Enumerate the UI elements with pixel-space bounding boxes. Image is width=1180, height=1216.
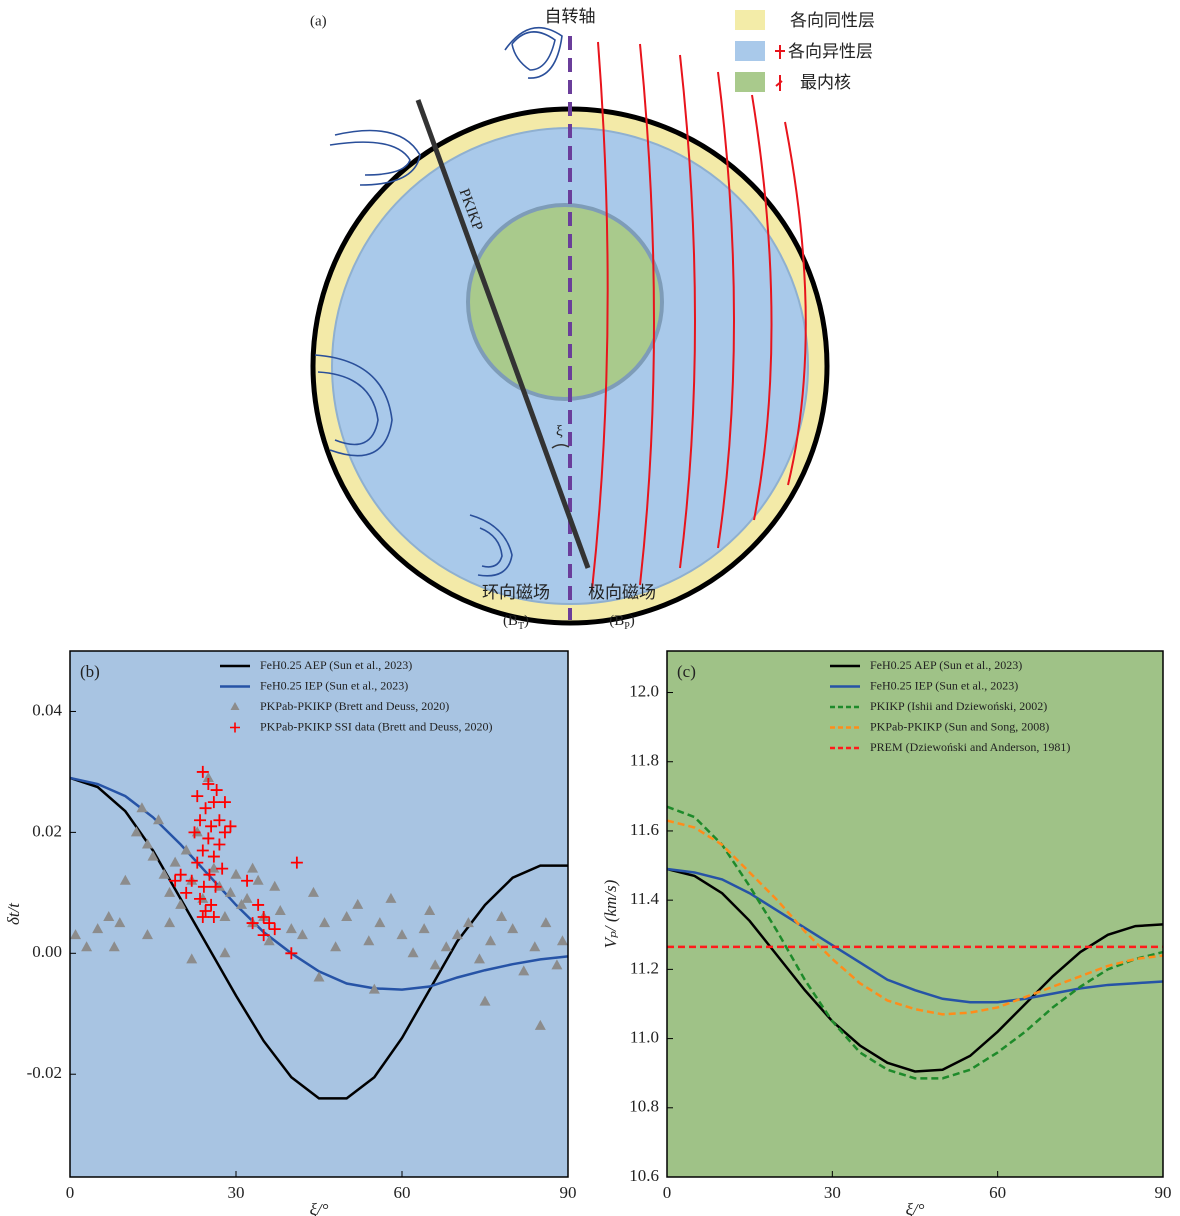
legend-icon: [775, 45, 785, 59]
x-tick-label: 30: [824, 1183, 841, 1202]
y-axis-label: δt/t: [4, 902, 23, 925]
figure: (a) 自转轴 PKIKP ξ 环向磁场 (BT) 极向磁场 (BP) 各向同性…: [0, 0, 1180, 1216]
legend-swatch: [735, 41, 765, 61]
legend-label: FeH0.25 IEP (Sun et al., 2023): [870, 678, 1018, 692]
legend-label: FeH0.25 AEP (Sun et al., 2023): [870, 658, 1022, 672]
legend-text: 各向异性层: [788, 42, 873, 62]
x-tick-label: 30: [228, 1183, 245, 1202]
legend-icon: [776, 75, 782, 91]
y-tick-label: 12.0: [629, 681, 659, 700]
y-tick-label: 10.8: [629, 1097, 659, 1116]
legend-label: FeH0.25 IEP (Sun et al., 2023): [260, 678, 408, 692]
y-tick-label: -0.02: [27, 1063, 62, 1082]
y-tick-label: 0.00: [32, 942, 62, 961]
legend-swatch: [735, 10, 765, 30]
poloidal-label: 极向磁场: [588, 583, 656, 603]
x-tick-label: 0: [66, 1183, 75, 1202]
legend-label: PREM (Dziewoński and Anderson, 1981): [870, 740, 1070, 754]
field-line: [512, 32, 555, 70]
legend-text: 各向同性层: [790, 11, 875, 31]
axis-label: 自转轴: [545, 7, 596, 27]
panel-label: (b): [80, 662, 100, 681]
legend-text: 最内核: [800, 73, 851, 93]
x-axis-label: ξ/°: [310, 1200, 329, 1216]
y-tick-label: 11.4: [630, 889, 660, 908]
panel-label: (c): [677, 662, 696, 681]
legend-label: PKPab-PKIKP SSI data (Brett and Deuss, 2…: [260, 719, 493, 733]
y-tick-label: 10.6: [629, 1166, 659, 1185]
x-tick-label: 90: [1155, 1183, 1172, 1202]
y-tick-label: 11.8: [630, 751, 659, 770]
legend-swatch: [735, 72, 765, 92]
x-tick-label: 0: [663, 1183, 672, 1202]
x-axis-label: ξ/°: [906, 1200, 925, 1216]
legend-label: FeH0.25 AEP (Sun et al., 2023): [260, 658, 412, 672]
toroidal-label: 环向磁场: [482, 583, 550, 603]
y-tick-label: 0.02: [32, 821, 62, 840]
inner-core: [468, 205, 662, 399]
field-line: [330, 142, 410, 175]
x-tick-label: 60: [989, 1183, 1006, 1202]
x-tick-label: 60: [394, 1183, 411, 1202]
field-line: [505, 28, 562, 78]
legend-label: PKIKP (Ishii and Dziewoński, 2002): [870, 699, 1047, 713]
panel-a: (a) 自转轴 PKIKP ξ 环向磁场 (BT) 极向磁场 (BP) 各向同性…: [310, 7, 875, 632]
panel-label: (a): [310, 13, 327, 29]
poloidal-symbol: (BP): [609, 613, 635, 632]
y-tick-label: 11.6: [630, 820, 659, 839]
y-tick-label: 11.2: [630, 958, 659, 977]
y-tick-label: 0.04: [32, 700, 62, 719]
angle-label: ξ: [556, 423, 563, 439]
y-tick-label: 11.0: [630, 1027, 659, 1046]
y-axis-label: Vₚ/ (km/s): [601, 879, 620, 948]
legend-label: PKPab-PKIKP (Sun and Song, 2008): [870, 719, 1049, 733]
x-tick-label: 90: [560, 1183, 577, 1202]
toroidal-symbol: (BT): [503, 613, 529, 632]
legend-label: PKPab-PKIKP (Brett and Deuss, 2020): [260, 699, 449, 713]
